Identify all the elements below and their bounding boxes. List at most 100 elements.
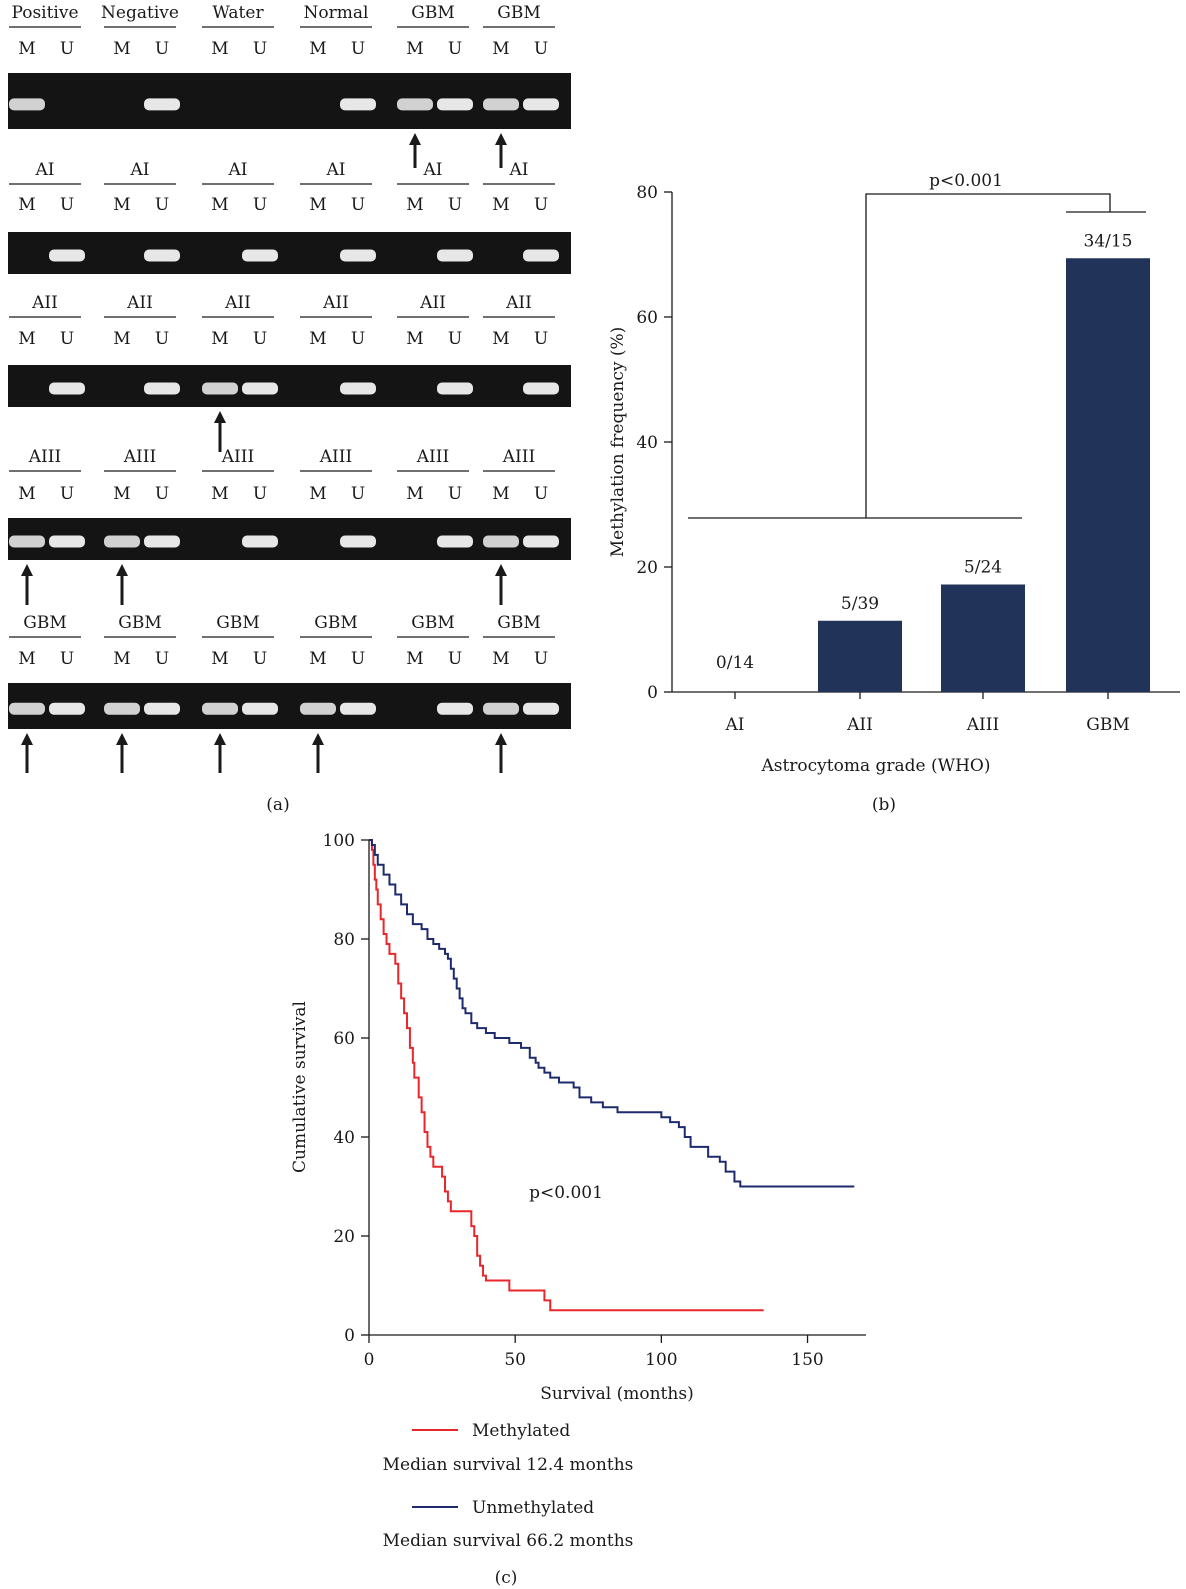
gel-image	[8, 365, 571, 407]
arrow-head	[409, 133, 421, 145]
y-tick-label: 0	[344, 1326, 355, 1346]
lane-label-u: U	[253, 484, 267, 504]
lane-label-m: M	[309, 195, 326, 215]
arrow-head	[116, 564, 128, 576]
methylated-curve	[369, 839, 764, 1312]
y-tick-label: 80	[333, 930, 355, 950]
unmethylated-curve	[369, 839, 855, 1188]
survival-chart: 0 20 40 60 80 100 0 50 100 150 p<0.001 Survival (mo…	[290, 831, 866, 1551]
gel-band	[144, 98, 180, 111]
lane-label-u: U	[253, 649, 267, 669]
gel-group-label: Positive	[11, 3, 78, 23]
p-value-annotation: p<0.001	[529, 1183, 603, 1203]
lane-label-u: U	[155, 329, 169, 349]
lane-label-m: M	[492, 484, 509, 504]
y-axis-title: Methylation frequency (%)	[608, 327, 628, 558]
gel-group-label: Normal	[304, 3, 369, 23]
lane-label-m: M	[492, 329, 509, 349]
arrow-head	[214, 733, 226, 745]
gel-group-label: GBM	[411, 613, 454, 633]
lane-label-u: U	[534, 329, 548, 349]
gel-group-label: AII	[126, 293, 153, 313]
x-tick-label: 0	[364, 1350, 375, 1370]
lane-label-u: U	[60, 195, 74, 215]
lane-label-u: U	[253, 329, 267, 349]
x-tick-label: AII	[846, 715, 873, 735]
lane-label-m: M	[18, 195, 35, 215]
lane-label-u: U	[253, 195, 267, 215]
gel-band	[9, 535, 45, 548]
lane-label-m: M	[18, 329, 35, 349]
legend-note: Median survival 12.4 months	[383, 1455, 634, 1475]
bar	[1066, 258, 1150, 692]
gel-band	[483, 702, 519, 715]
x-tick-label: AIII	[966, 715, 999, 735]
lane-label-m: M	[309, 329, 326, 349]
gel-band	[523, 702, 559, 715]
gel-group-label: AII	[31, 293, 58, 313]
lane-label-m: M	[113, 195, 130, 215]
lane-label-m: M	[492, 649, 509, 669]
gel-group-label: AI	[423, 160, 443, 180]
lane-label-m: M	[492, 195, 509, 215]
lane-label-u: U	[155, 39, 169, 59]
y-tick-label: 60	[636, 308, 658, 328]
lane-label-m: M	[113, 39, 130, 59]
lane-label-m: M	[492, 39, 509, 59]
gel-image	[8, 518, 571, 560]
y-tick-label: 0	[647, 683, 658, 703]
x-tick-label: GBM	[1086, 715, 1129, 735]
gel-band	[437, 702, 473, 715]
arrow-head	[21, 564, 33, 576]
gel-row: Positive M U Negative M U Water M U Normal M U GBM M U…	[8, 3, 571, 168]
lane-label-m: M	[406, 329, 423, 349]
gel-band	[437, 249, 473, 262]
gel-band	[483, 535, 519, 548]
bar-value-label: 5/39	[841, 594, 879, 614]
gel-group-label: AIII	[502, 447, 535, 467]
gel-band	[340, 382, 376, 395]
gel-group-label: GBM	[497, 613, 540, 633]
bar-value-label: 34/15	[1084, 231, 1133, 251]
gel-group-label: AII	[419, 293, 446, 313]
gel-group-label: GBM	[497, 3, 540, 23]
gel-band	[523, 382, 559, 395]
legend-label: Unmethylated	[472, 1498, 594, 1518]
gel-band	[144, 535, 180, 548]
lane-label-u: U	[534, 484, 548, 504]
lane-label-u: U	[534, 39, 548, 59]
y-tick-label: 60	[333, 1029, 355, 1049]
gel-band	[49, 382, 85, 395]
gel-group-label: AII	[322, 293, 349, 313]
lane-label-m: M	[211, 484, 228, 504]
gel-band	[104, 702, 140, 715]
gel-group-label: AII	[224, 293, 251, 313]
gel-group-label: AI	[228, 160, 248, 180]
gel-group-label: GBM	[411, 3, 454, 23]
lane-label-u: U	[60, 39, 74, 59]
gel-band	[340, 535, 376, 548]
gel-image	[8, 683, 571, 729]
gel-group-label: AI	[35, 160, 55, 180]
lane-label-u: U	[60, 484, 74, 504]
gel-group-label: GBM	[118, 613, 161, 633]
gel-row: GBM M U GBM M U GBM M U GBM M U GBM M U GBM M U	[8, 613, 571, 773]
lane-label-u: U	[351, 649, 365, 669]
gel-group-label: GBM	[216, 613, 259, 633]
gel-band	[523, 249, 559, 262]
arrow-head	[116, 733, 128, 745]
gel-group-label: AIII	[221, 447, 254, 467]
bar-value-label: 5/24	[964, 558, 1002, 578]
y-tick-label: 100	[323, 831, 355, 851]
gel-band	[523, 98, 559, 111]
gel-band	[437, 98, 473, 111]
bar	[818, 620, 902, 692]
gel-band	[340, 98, 376, 111]
x-tick-label: AI	[725, 715, 745, 735]
lane-label-u: U	[253, 39, 267, 59]
gel-band	[340, 702, 376, 715]
arrow-head	[495, 133, 507, 145]
lane-label-u: U	[534, 649, 548, 669]
